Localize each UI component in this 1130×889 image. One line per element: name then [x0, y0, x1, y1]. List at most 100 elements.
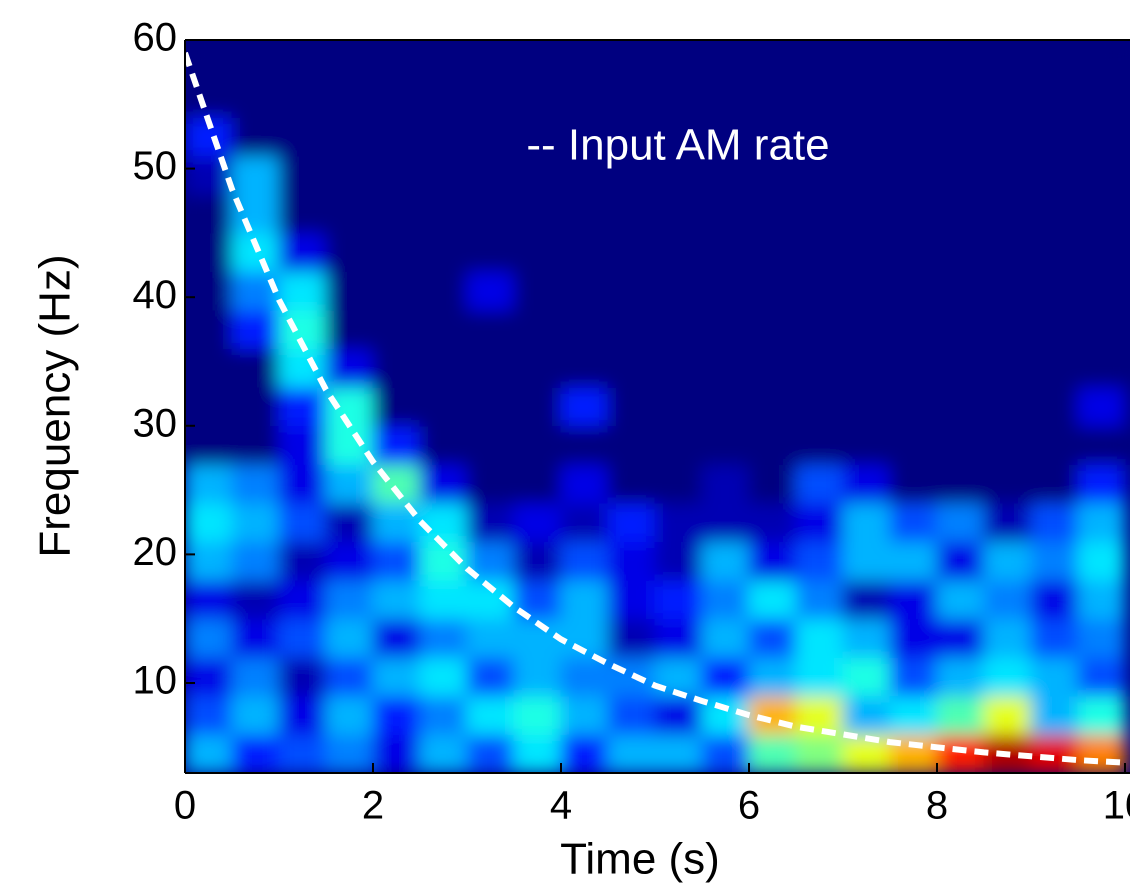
heatmap-cell: [654, 541, 703, 581]
heatmap-cell: [842, 309, 891, 350]
heatmap-cell: [701, 502, 750, 543]
heatmap-cell: [185, 463, 233, 504]
heatmap-cell: [325, 193, 374, 234]
heatmap-cell: [842, 270, 891, 311]
heatmap-cell: [513, 155, 562, 195]
heatmap-cell: [1030, 309, 1079, 350]
heatmap-cell: [185, 78, 233, 118]
heatmap-cell: [654, 40, 703, 80]
heatmap-cell: [607, 116, 656, 157]
heatmap-cell: [842, 579, 891, 620]
heatmap-cell: [419, 618, 468, 658]
heatmap-cell: [466, 155, 515, 195]
heatmap-cell: [889, 541, 938, 581]
heatmap-cell: [185, 40, 233, 80]
heatmap-cell: [701, 193, 750, 234]
heatmap-cell: [1030, 193, 1079, 234]
y-tick-label: 50: [133, 144, 178, 188]
heatmap-cell: [748, 40, 797, 80]
heatmap-cell: [185, 386, 233, 427]
heatmap-cell: [936, 193, 985, 234]
heatmap-cell: [983, 232, 1032, 272]
heatmap-cell: [936, 502, 985, 543]
heatmap-cell: [795, 386, 844, 427]
x-tick-label: 6: [738, 784, 760, 828]
heatmap-cell: [842, 116, 891, 157]
heatmap-cell: [889, 270, 938, 311]
heatmap-cell: [842, 193, 891, 234]
heatmap-cell: [1030, 270, 1079, 311]
heatmap-cell: [278, 386, 327, 427]
heatmap-cell: [842, 502, 891, 543]
heatmap-cell: [185, 309, 233, 350]
heatmap-cell: [231, 733, 280, 773]
heatmap-cell: [795, 463, 844, 504]
heatmap-cell: [607, 232, 656, 272]
heatmap-cell: [419, 309, 468, 350]
heatmap-cell: [701, 348, 750, 388]
heatmap-cell: [701, 155, 750, 195]
heatmap-cell: [607, 463, 656, 504]
heatmap-cell: [795, 579, 844, 620]
heatmap-cell: [372, 386, 421, 427]
heatmap-cell: [372, 618, 421, 658]
heatmap-cell: [654, 309, 703, 350]
heatmap-cell: [372, 155, 421, 195]
heatmap-cell: [513, 78, 562, 118]
heatmap-cell: [889, 193, 938, 234]
heatmap-cell: [795, 502, 844, 543]
heatmap-cell: [231, 116, 280, 157]
heatmap-cell: [278, 193, 327, 234]
heatmap-cell: [513, 348, 562, 388]
heatmap-cell: [983, 348, 1032, 388]
heatmap-cell: [278, 695, 327, 735]
heatmap-cell: [889, 40, 938, 80]
heatmap-cell: [185, 425, 233, 465]
heatmap-cell: [936, 309, 985, 350]
heatmap-cell: [748, 193, 797, 234]
heatmap-cell: [372, 270, 421, 311]
heatmap-cell: [654, 155, 703, 195]
heatmap-cell: [513, 695, 562, 735]
heatmap-cell: [842, 656, 891, 697]
heatmap-cell: [842, 348, 891, 388]
heatmap-cell: [701, 386, 750, 427]
heatmap-cell: [748, 695, 797, 735]
heatmap-cell: [936, 386, 985, 427]
heatmap-cell: [842, 155, 891, 195]
heatmap-cell: [748, 656, 797, 697]
heatmap-cell: [701, 40, 750, 80]
heatmap-cell: [701, 116, 750, 157]
heatmap-cell: [466, 40, 515, 80]
heatmap-cell: [889, 116, 938, 157]
heatmap-cell: [278, 656, 327, 697]
heatmap-cell: [607, 579, 656, 620]
heatmap-cell: [607, 425, 656, 465]
heatmap-cell: [889, 618, 938, 658]
heatmap-cell: [419, 733, 468, 773]
heatmap-cell: [795, 348, 844, 388]
heatmap-cell: [654, 579, 703, 620]
heatmap-cell: [1030, 40, 1079, 80]
y-tick-label: 60: [133, 16, 178, 60]
heatmap-cell: [419, 502, 468, 543]
heatmap-cell: [185, 232, 233, 272]
heatmap-cell: [795, 541, 844, 581]
heatmap-cell: [748, 348, 797, 388]
heatmap-cell: [278, 116, 327, 157]
heatmap-cell: [466, 193, 515, 234]
heatmap-cell: [278, 541, 327, 581]
heatmap-cell: [325, 116, 374, 157]
heatmap-cell: [1077, 656, 1126, 697]
heatmap-cell: [842, 425, 891, 465]
heatmap-cell: [372, 348, 421, 388]
heatmap-cell: [1077, 733, 1126, 773]
heatmap-cell: [748, 232, 797, 272]
heatmap-cell: [889, 232, 938, 272]
heatmap-cell: [325, 232, 374, 272]
heatmap-cell: [466, 618, 515, 658]
heatmap-cell: [231, 425, 280, 465]
heatmap-cell: [513, 425, 562, 465]
heatmap-cell: [419, 463, 468, 504]
